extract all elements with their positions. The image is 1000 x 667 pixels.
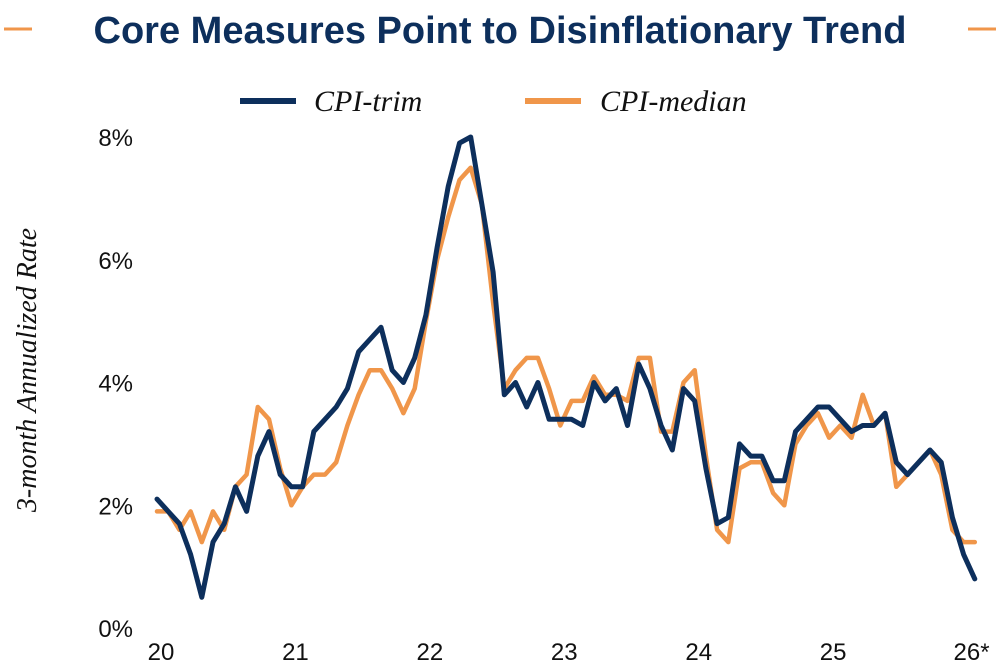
- y-tick-label: 6%: [98, 248, 133, 275]
- y-tick-label: 0%: [98, 616, 133, 643]
- y-tick-label: 8%: [98, 125, 133, 152]
- x-tick-label: 25: [820, 639, 847, 666]
- x-tick-label: 20: [148, 639, 175, 666]
- y-tick-labels: 0% 2% 4% 6% 8%: [98, 125, 133, 643]
- x-tick-labels: 20 21 22 23 24 25 26*: [148, 639, 990, 666]
- x-tick-label: 26*: [954, 639, 990, 666]
- y-tick-label: 4%: [98, 371, 133, 398]
- y-tick-label: 2%: [98, 493, 133, 520]
- legend: CPI-trim CPI-median: [240, 85, 747, 118]
- chart-title: Core Measures Point to Disinflationary T…: [94, 10, 907, 52]
- x-tick-label: 22: [417, 639, 444, 666]
- x-tick-label: 21: [282, 639, 309, 666]
- legend-label-cpi-trim: CPI-trim: [314, 85, 422, 118]
- series-line-cpi-trim: [154, 134, 978, 600]
- legend-label-cpi-median: CPI-median: [600, 85, 747, 118]
- series-line-cpi-median: [154, 165, 978, 545]
- y-axis-label: 3-month Annualized Rate: [12, 228, 43, 513]
- plot-lines: [154, 134, 978, 600]
- x-tick-label: 23: [551, 639, 578, 666]
- x-tick-label: 24: [685, 639, 712, 666]
